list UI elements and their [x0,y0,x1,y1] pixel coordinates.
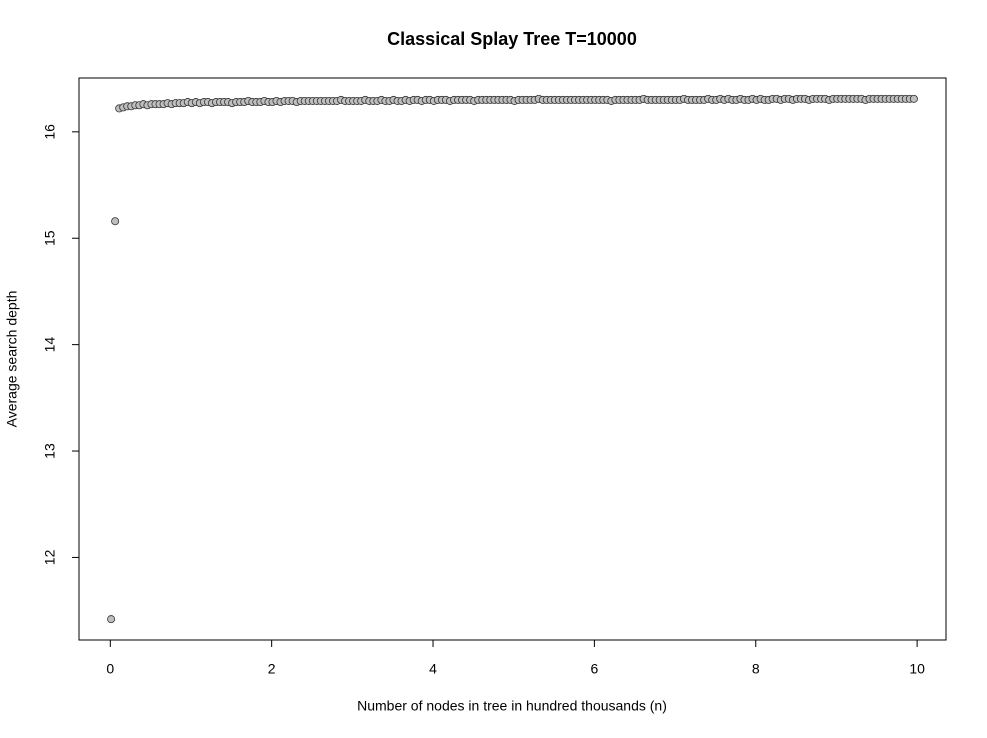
y-tick-label: 14 [42,337,58,353]
x-tick-label: 8 [752,661,760,677]
x-tick-label: 2 [268,661,276,677]
point [107,615,116,624]
y-tick-label: 12 [42,549,58,565]
y-axis-label: Average search depth [4,291,20,428]
x-tick-label: 10 [909,661,925,677]
y-tick-label: 15 [42,230,58,246]
x-axis-label: Number of nodes in tree in hundred thous… [357,698,667,714]
x-tick-label: 0 [106,661,114,677]
y-tick-label: 13 [42,443,58,459]
point [909,94,918,103]
x-tick-label: 4 [429,661,437,677]
x-tick-label: 6 [590,661,598,677]
chart-title: Classical Splay Tree T=10000 [387,29,637,49]
y-tick-label: 16 [42,124,58,140]
point [111,217,120,226]
